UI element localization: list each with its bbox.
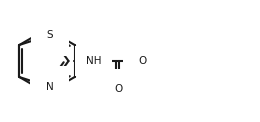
Text: N: N (46, 82, 54, 92)
Text: O: O (114, 84, 123, 94)
Text: S: S (46, 30, 53, 40)
Text: NH: NH (86, 56, 101, 66)
Text: O: O (139, 56, 147, 66)
